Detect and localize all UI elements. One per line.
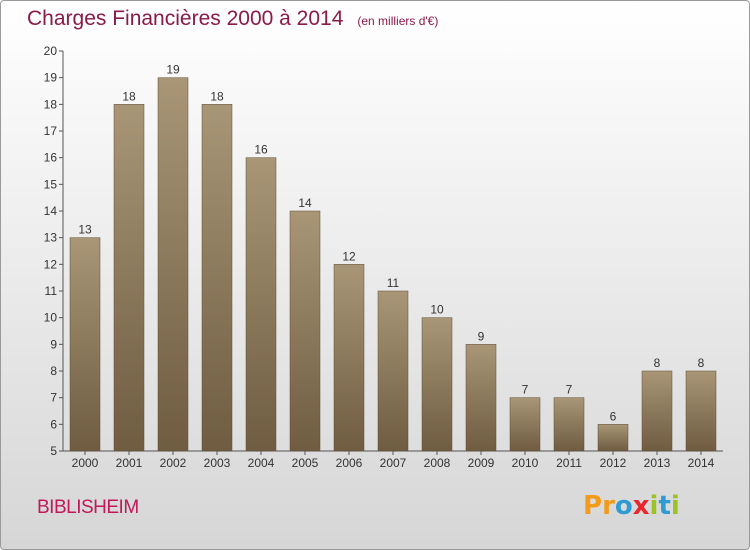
chart-bars	[69, 77, 717, 452]
x-tick-label: 2005	[292, 456, 319, 470]
y-tick-label: 9	[50, 337, 57, 351]
bar-value-label: 7	[522, 383, 529, 397]
y-tick-label: 13	[44, 231, 58, 245]
bar-value-label: 14	[298, 196, 312, 210]
bar-value-label: 11	[387, 276, 400, 290]
y-tick-label: 19	[44, 71, 58, 85]
proxiti-logo: Proxiti	[583, 491, 680, 521]
bar-value-label: 18	[210, 89, 224, 103]
y-tick-label: 12	[44, 257, 58, 271]
bar-value-label: 13	[78, 223, 92, 237]
x-tick-label: 2004	[248, 456, 275, 470]
x-tick-label: 2008	[424, 456, 451, 470]
y-tick-label: 11	[45, 284, 58, 298]
chart-subtitle: (en milliers d'€)	[357, 14, 439, 28]
x-tick-label: 2010	[512, 456, 539, 470]
x-tick-label: 2014	[688, 456, 715, 470]
logo-letter: x	[632, 491, 650, 521]
bar-value-label: 16	[254, 143, 268, 157]
x-tick-label: 2000	[72, 456, 99, 470]
bar	[509, 397, 541, 452]
bar-value-label: 19	[166, 63, 180, 77]
y-tick-label: 15	[44, 177, 58, 191]
bar-value-label: 7	[566, 383, 573, 397]
x-tick-label: 2003	[204, 456, 231, 470]
bar	[421, 317, 453, 452]
y-tick-label: 20	[44, 44, 58, 58]
y-tick-label: 5	[50, 444, 57, 458]
bar	[597, 424, 629, 452]
y-tick-label: 17	[44, 124, 58, 138]
commune-name: BIBLISHEIM	[37, 497, 139, 518]
y-tick-label: 18	[44, 97, 58, 111]
x-tick-label: 2009	[468, 456, 495, 470]
y-tick-label: 6	[50, 417, 57, 431]
bar-value-label: 12	[342, 249, 356, 263]
bar	[377, 290, 409, 452]
x-tick-label: 2006	[336, 456, 363, 470]
bar	[157, 77, 189, 452]
bar	[465, 344, 497, 452]
y-tick-label: 7	[50, 391, 57, 405]
bar-value-label: 10	[430, 303, 444, 317]
bar-value-label: 9	[478, 329, 485, 343]
logo-letter: t	[658, 491, 671, 521]
x-tick-label: 2002	[160, 456, 187, 470]
x-tick-label: 2007	[380, 456, 407, 470]
x-tick-label: 2012	[600, 456, 627, 470]
bar	[201, 104, 233, 452]
y-tick-label: 16	[44, 151, 58, 165]
bar-value-label: 8	[698, 356, 705, 370]
logo-letter: i	[670, 491, 680, 521]
bar-value-label: 6	[610, 409, 617, 423]
logo-letter: P	[583, 491, 603, 521]
bar	[113, 104, 145, 452]
logo-letter: o	[614, 491, 633, 521]
logo-letter: i	[649, 491, 659, 521]
bar	[289, 210, 321, 452]
bar-value-label: 18	[122, 89, 136, 103]
bar-value-label: 8	[654, 356, 661, 370]
y-tick-label: 14	[44, 204, 58, 218]
bar	[685, 370, 717, 452]
chart-value-labels: 13 18 19 18 16 14 12 11 10 9 7 7 6 8 8	[78, 63, 704, 424]
x-tick-label: 2013	[644, 456, 671, 470]
x-tick-label: 2001	[116, 456, 143, 470]
x-tick-label: 2011	[556, 456, 582, 470]
chart-title: Charges Financières 2000 à 2014 (en milli…	[27, 7, 439, 30]
logo-letter: r	[602, 491, 615, 521]
bar	[69, 237, 101, 452]
bar	[245, 157, 277, 452]
y-tick-label: 8	[50, 364, 57, 378]
bar	[553, 397, 585, 452]
bar	[641, 370, 673, 452]
y-tick-label: 10	[44, 311, 58, 325]
bar	[333, 264, 365, 452]
